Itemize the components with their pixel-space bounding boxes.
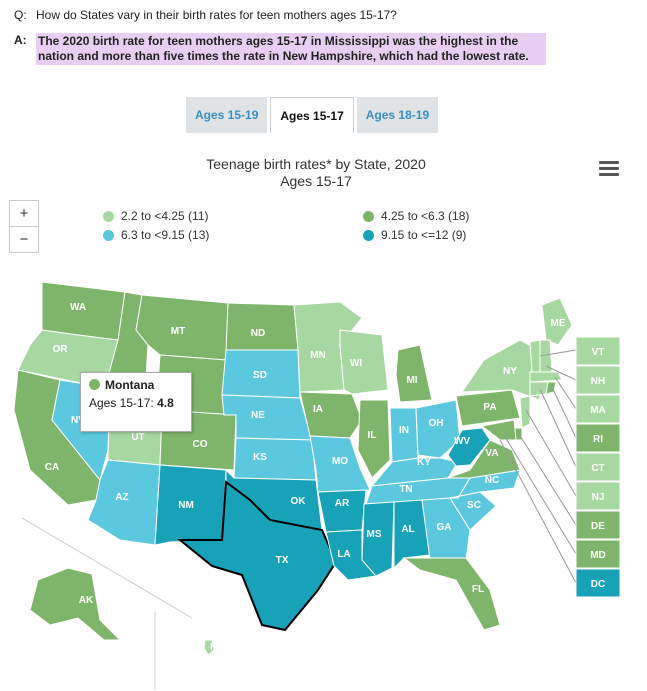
state-VA[interactable]: [447, 439, 521, 479]
state-FL[interactable]: [402, 557, 501, 631]
state-NM[interactable]: [154, 464, 227, 546]
tooltip-series: Ages 15-17:: [89, 396, 154, 410]
state-VT[interactable]: [529, 339, 541, 373]
small-state-ct[interactable]: [575, 452, 621, 482]
zoom-in-button[interactable]: +: [19, 205, 29, 222]
small-state-md[interactable]: [575, 539, 621, 569]
answer: A: The 2020 birth rate for teen mothers …: [14, 33, 546, 65]
state-TX[interactable]: [177, 480, 338, 632]
legend-item-1[interactable]: 2.2 to <4.25 (11): [103, 209, 209, 223]
state-AK[interactable]: [29, 567, 122, 641]
legend-swatch-1: [103, 210, 114, 222]
legend-swatch-2: [363, 210, 374, 222]
age-tabs: Ages 15-19 Ages 15-17 Ages 18-19: [186, 97, 439, 133]
small-state-ri[interactable]: [575, 423, 621, 453]
legend-swatch-4: [363, 229, 374, 241]
small-state-vt[interactable]: [575, 336, 621, 366]
state-WV[interactable]: [447, 427, 491, 467]
state-MT[interactable]: [135, 294, 229, 361]
state-KS[interactable]: [233, 437, 317, 481]
small-state-ma[interactable]: [575, 394, 621, 424]
question-text: How do States vary in their birth rates …: [36, 8, 397, 22]
legend-label-2: 4.25 to <6.3 (18): [381, 209, 470, 223]
tooltip-state: Montana: [105, 378, 155, 392]
tab-ages-15-17[interactable]: Ages 15-17: [270, 97, 354, 133]
state-AR[interactable]: [317, 489, 367, 533]
chart-subtitle: Ages 15-17: [280, 173, 352, 189]
tab-ages-18-19[interactable]: Ages 18-19: [356, 97, 439, 133]
chart-title-block: Teenage birth rates* by State, 2020 Ages…: [0, 156, 632, 190]
small-state-dc[interactable]: [575, 568, 621, 598]
state-ND[interactable]: [225, 302, 299, 351]
small-state-nj[interactable]: [575, 481, 621, 511]
state-GA[interactable]: [421, 497, 471, 561]
small-state-connectors: [499, 349, 577, 584]
state-SD[interactable]: [221, 349, 301, 399]
legend-item-4[interactable]: 9.15 to <=12 (9): [363, 228, 466, 242]
state-NJ[interactable]: [519, 395, 531, 429]
state-PA[interactable]: [455, 389, 521, 427]
legend-item-2[interactable]: 4.25 to <6.3 (18): [363, 209, 469, 223]
state-OH[interactable]: [415, 399, 461, 459]
zoom-controls: + −: [9, 200, 39, 253]
small-state-de[interactable]: [575, 510, 621, 540]
legend-label-3: 6.3 to <9.15 (13): [121, 228, 210, 242]
tooltip-value: 4.8: [157, 396, 174, 410]
legend-label-4: 9.15 to <=12 (9): [381, 228, 467, 242]
legend-swatch-3: [103, 229, 114, 241]
state-IA[interactable]: [299, 391, 363, 439]
small-state-nh[interactable]: [575, 365, 621, 395]
legend-label-1: 2.2 to <4.25 (11): [121, 209, 209, 223]
chart-menu-icon[interactable]: [599, 161, 619, 179]
state-AL[interactable]: [393, 499, 431, 570]
state-CT[interactable]: [529, 381, 549, 397]
state-ME[interactable]: [541, 297, 573, 346]
map-tooltip: Montana Ages 15-17: 4.8: [80, 372, 192, 432]
state-MO[interactable]: [309, 435, 371, 493]
state-MS[interactable]: [361, 501, 395, 577]
state-WI[interactable]: [339, 329, 389, 395]
state-MA[interactable]: [529, 371, 563, 383]
state-MD[interactable]: [480, 419, 517, 441]
tooltip-swatch: [89, 379, 100, 390]
question: Q: How do States vary in their birth rate…: [14, 8, 397, 22]
answer-tag: A:: [14, 33, 27, 47]
zoom-out-button[interactable]: −: [10, 226, 38, 252]
state-MI[interactable]: [395, 344, 433, 403]
state-IN[interactable]: [389, 407, 419, 463]
state-IL[interactable]: [357, 399, 391, 479]
answer-text: The 2020 birth rate for teen mothers age…: [36, 33, 546, 65]
state-NE[interactable]: [221, 394, 313, 441]
chart-title: Teenage birth rates* by State, 2020: [206, 156, 426, 172]
tab-ages-15-19[interactable]: Ages 15-19: [186, 97, 268, 133]
legend-item-3[interactable]: 6.3 to <9.15 (13): [103, 228, 209, 242]
state-HI[interactable]: [203, 639, 215, 656]
question-tag: Q:: [14, 8, 27, 22]
